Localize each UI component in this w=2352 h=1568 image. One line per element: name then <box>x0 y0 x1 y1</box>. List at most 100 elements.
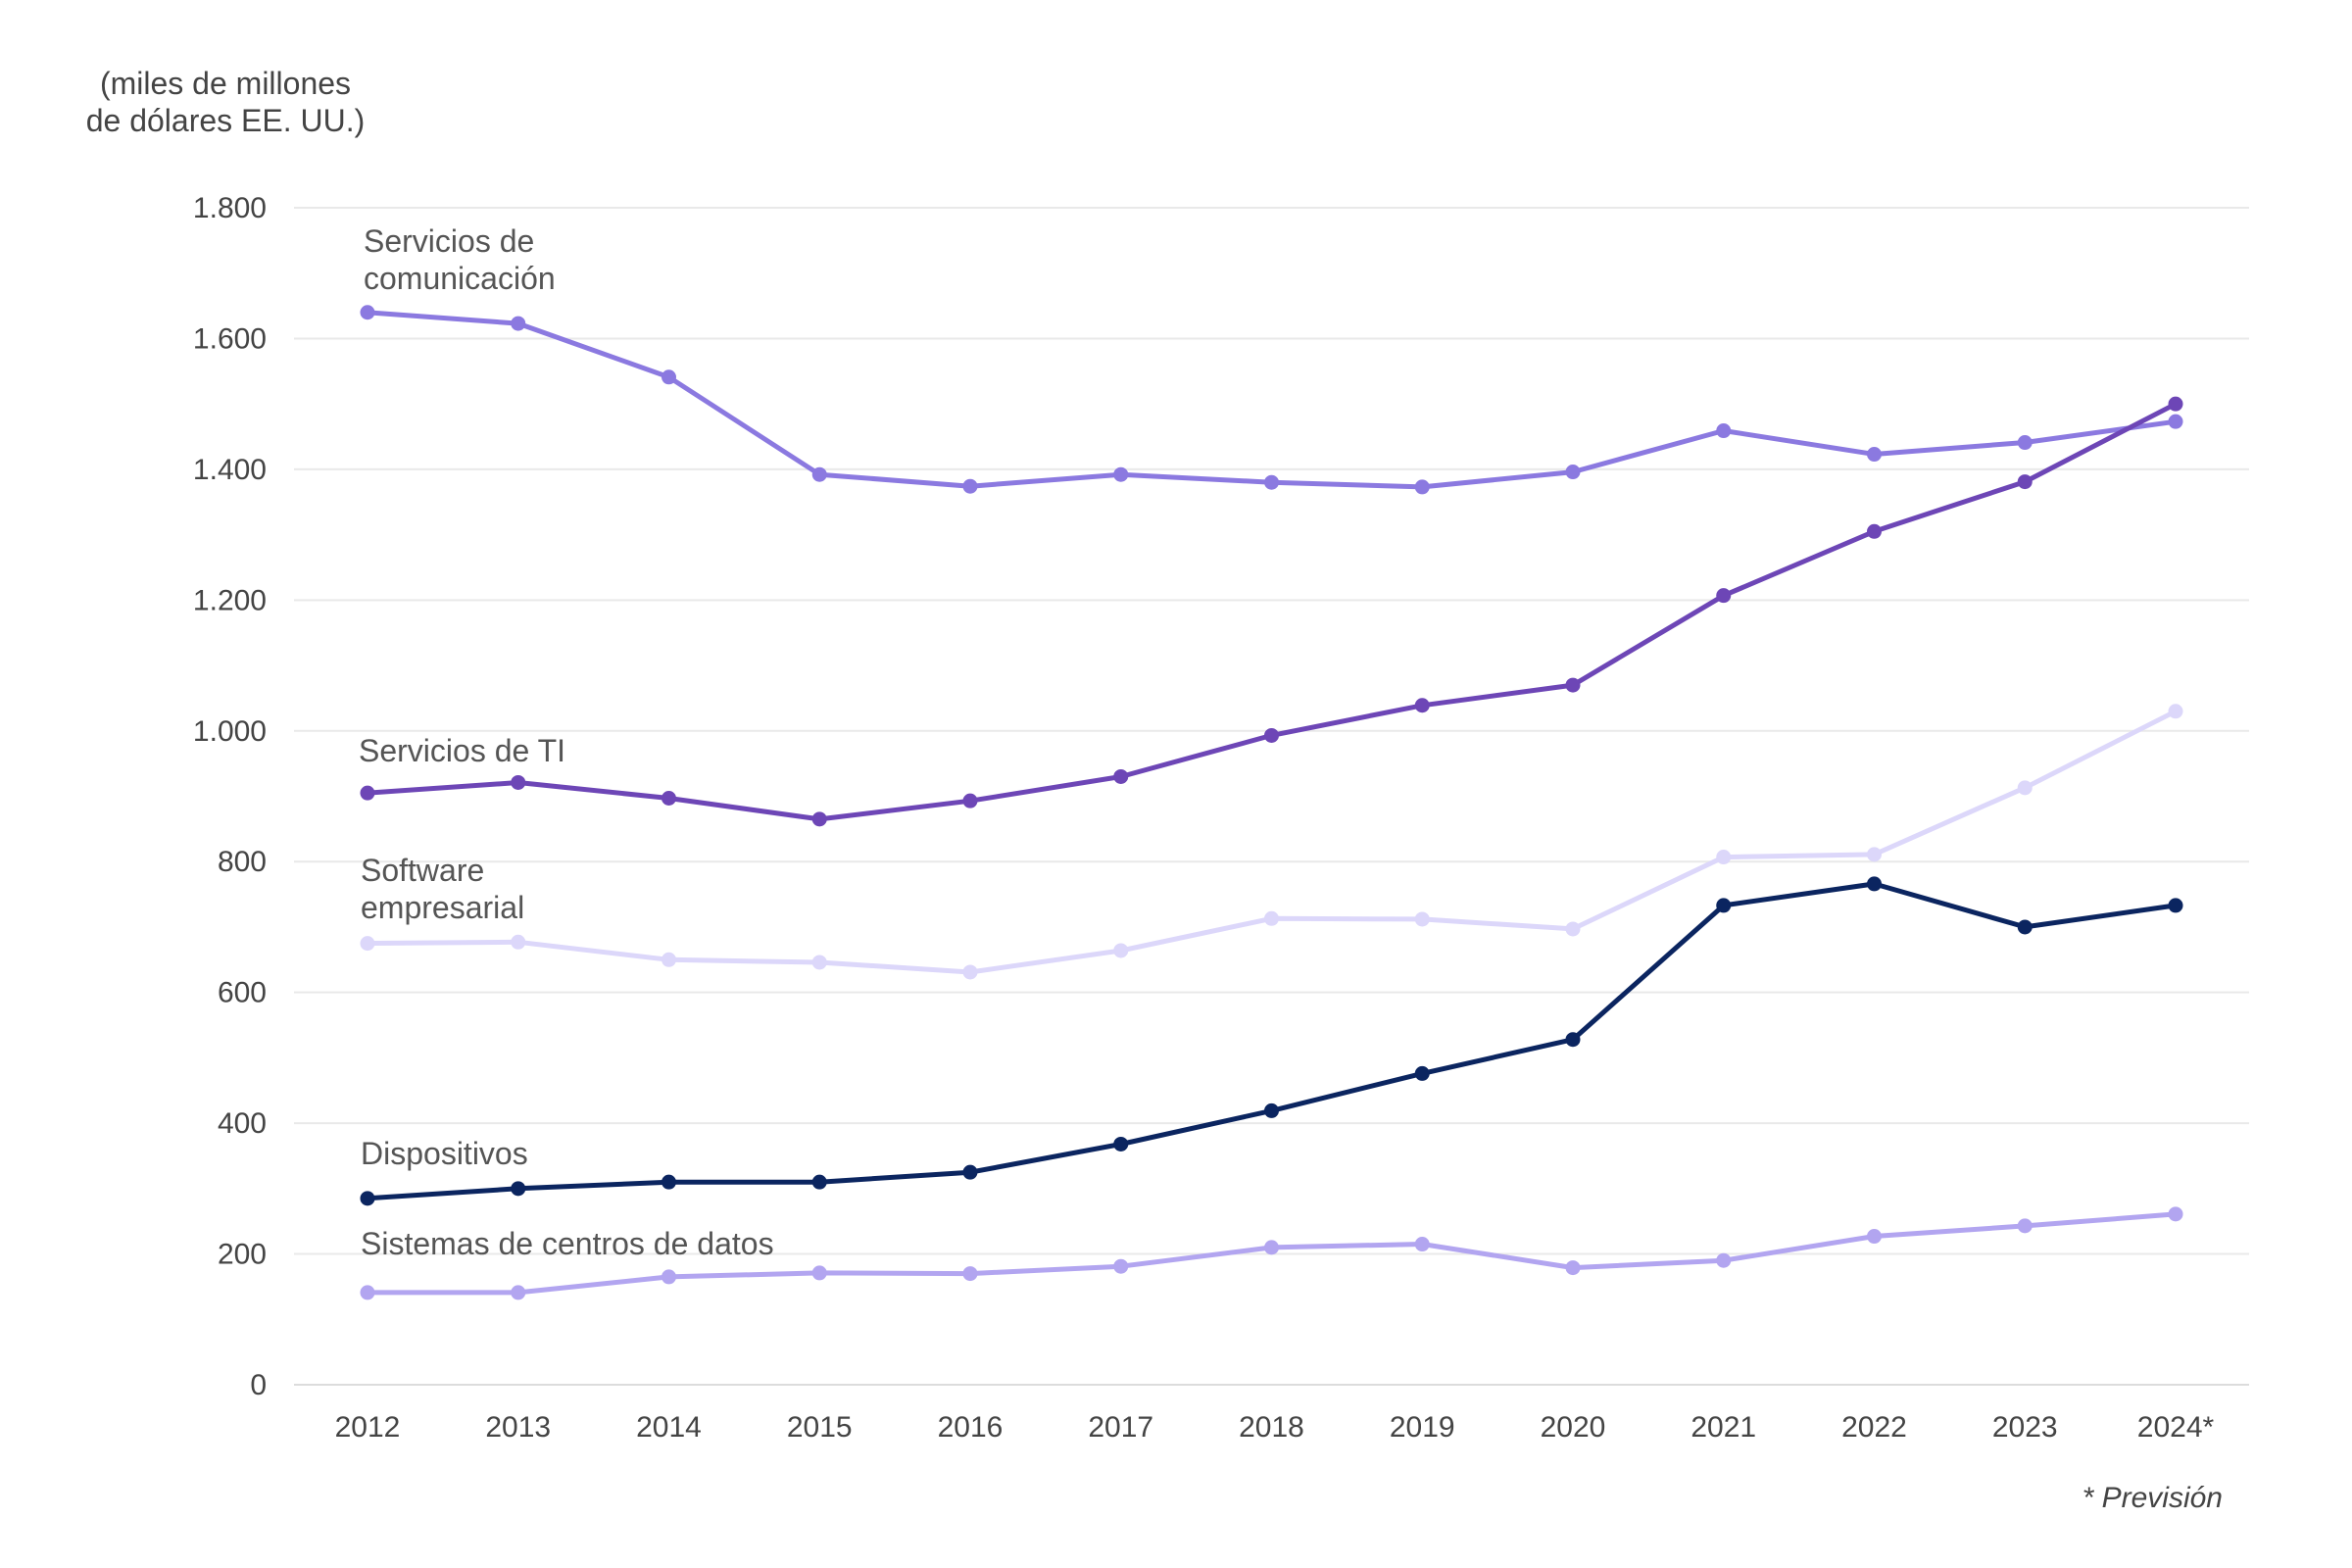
data-point <box>662 1269 676 1285</box>
data-point <box>1867 876 1882 892</box>
series-lines <box>360 305 2183 1300</box>
data-point <box>511 774 526 790</box>
data-point <box>962 1164 978 1180</box>
data-point <box>962 964 978 980</box>
y-tick-label: 0 <box>250 1369 267 1401</box>
data-point <box>2017 435 2033 451</box>
data-point <box>1414 479 1430 495</box>
series-labels: Servicios de comunicación Servicios de TI S… <box>359 223 774 1261</box>
x-tick-label: 2020 <box>1541 1411 1606 1444</box>
data-point <box>360 305 375 320</box>
data-point <box>1414 1237 1430 1252</box>
data-point <box>962 1266 978 1282</box>
series-line <box>365 709 2179 975</box>
series-servicios-de-ti <box>360 396 2183 827</box>
y-tick-label: 1.800 <box>193 192 267 224</box>
data-point <box>2168 1206 2183 1222</box>
data-point <box>1565 921 1581 937</box>
x-tick-label: 2021 <box>1690 1411 1756 1444</box>
data-point <box>811 466 827 482</box>
data-point <box>1264 910 1279 926</box>
data-point <box>811 955 827 970</box>
data-point <box>511 316 526 331</box>
series-label: Software empresarial <box>361 853 524 925</box>
data-point <box>1565 465 1581 480</box>
data-point <box>2017 919 2033 935</box>
series-dispositivos <box>360 876 2183 1206</box>
gridlines <box>294 207 2249 1386</box>
data-point <box>1565 1032 1581 1048</box>
series-label-line: Software <box>361 853 484 888</box>
data-point <box>1565 1260 1581 1276</box>
series-label: Servicios de TI <box>359 733 565 768</box>
y-tick-label: 1.000 <box>193 715 267 748</box>
x-tick-label: 2015 <box>787 1411 853 1444</box>
data-point <box>662 1174 676 1190</box>
data-point <box>2168 704 2183 719</box>
data-point <box>1264 474 1279 490</box>
y-tick-label: 1.600 <box>193 322 267 355</box>
y-axis-label-line: (miles de millones <box>100 66 351 101</box>
data-point <box>1264 1102 1279 1118</box>
data-point <box>1113 768 1129 784</box>
series-label: Dispositivos <box>361 1136 528 1171</box>
data-point <box>1414 1065 1430 1081</box>
data-point <box>360 785 375 801</box>
y-tick-label: 800 <box>218 846 267 878</box>
data-point <box>1264 1240 1279 1255</box>
data-point <box>811 1265 827 1281</box>
series-line <box>365 401 2179 822</box>
series-label-line: Sistemas de centros de datos <box>361 1226 774 1261</box>
y-axis-label-line: de dólares EE. UU.) <box>86 103 366 138</box>
data-point <box>2168 396 2183 412</box>
x-tick-label: 2012 <box>335 1411 401 1444</box>
y-tick-label: 600 <box>218 977 267 1009</box>
series-label-line: Servicios de TI <box>359 733 565 768</box>
data-point <box>962 793 978 808</box>
series-label-line: Servicios de <box>364 223 534 259</box>
data-point <box>2017 1218 2033 1234</box>
x-tick-label: 2022 <box>1841 1411 1907 1444</box>
x-tick-label: 2013 <box>485 1411 551 1444</box>
data-point <box>2017 780 2033 796</box>
data-point <box>511 934 526 950</box>
data-point <box>1716 850 1732 865</box>
x-tick-label: 2024* <box>2137 1411 2215 1444</box>
data-point <box>1716 423 1732 439</box>
y-tick-label: 1.200 <box>193 584 267 616</box>
forecast-footnote: * Previsión <box>2082 1482 2223 1514</box>
data-point <box>811 1174 827 1190</box>
series-software-empresarial <box>360 704 2183 980</box>
series-sistemas-de-centros-de-datos <box>360 1206 2183 1300</box>
data-point <box>662 791 676 807</box>
data-point <box>1716 898 1732 913</box>
series-label-line: comunicación <box>364 261 556 296</box>
data-point <box>1565 677 1581 693</box>
data-point <box>360 1285 375 1300</box>
data-point <box>1716 588 1732 604</box>
data-point <box>662 952 676 967</box>
series-label: Sistemas de centros de datos <box>361 1226 774 1261</box>
x-tick-label: 2018 <box>1239 1411 1304 1444</box>
data-point <box>662 369 676 385</box>
data-point <box>1113 1258 1129 1274</box>
data-point <box>1867 447 1882 463</box>
y-axis-ticks: 0 200 400 600 800 1.000 1.200 1.400 1.600 1.800 <box>193 192 267 1401</box>
data-point <box>1113 466 1129 482</box>
series-line <box>365 881 2179 1201</box>
y-axis-label: (miles de millones de dólares EE. UU.) <box>86 66 366 138</box>
data-point <box>1113 1136 1129 1152</box>
y-tick-label: 1.400 <box>193 454 267 486</box>
data-point <box>1414 698 1430 713</box>
data-point <box>1264 727 1279 743</box>
data-point <box>511 1285 526 1300</box>
y-tick-label: 400 <box>218 1107 267 1140</box>
data-point <box>1113 943 1129 958</box>
data-point <box>511 1181 526 1197</box>
x-axis-ticks: 2012 2013 2014 2015 2016 2017 2018 2019 2020 2021… <box>335 1411 2215 1444</box>
data-point <box>1867 523 1882 539</box>
x-tick-label: 2014 <box>636 1411 702 1444</box>
data-point <box>360 936 375 952</box>
